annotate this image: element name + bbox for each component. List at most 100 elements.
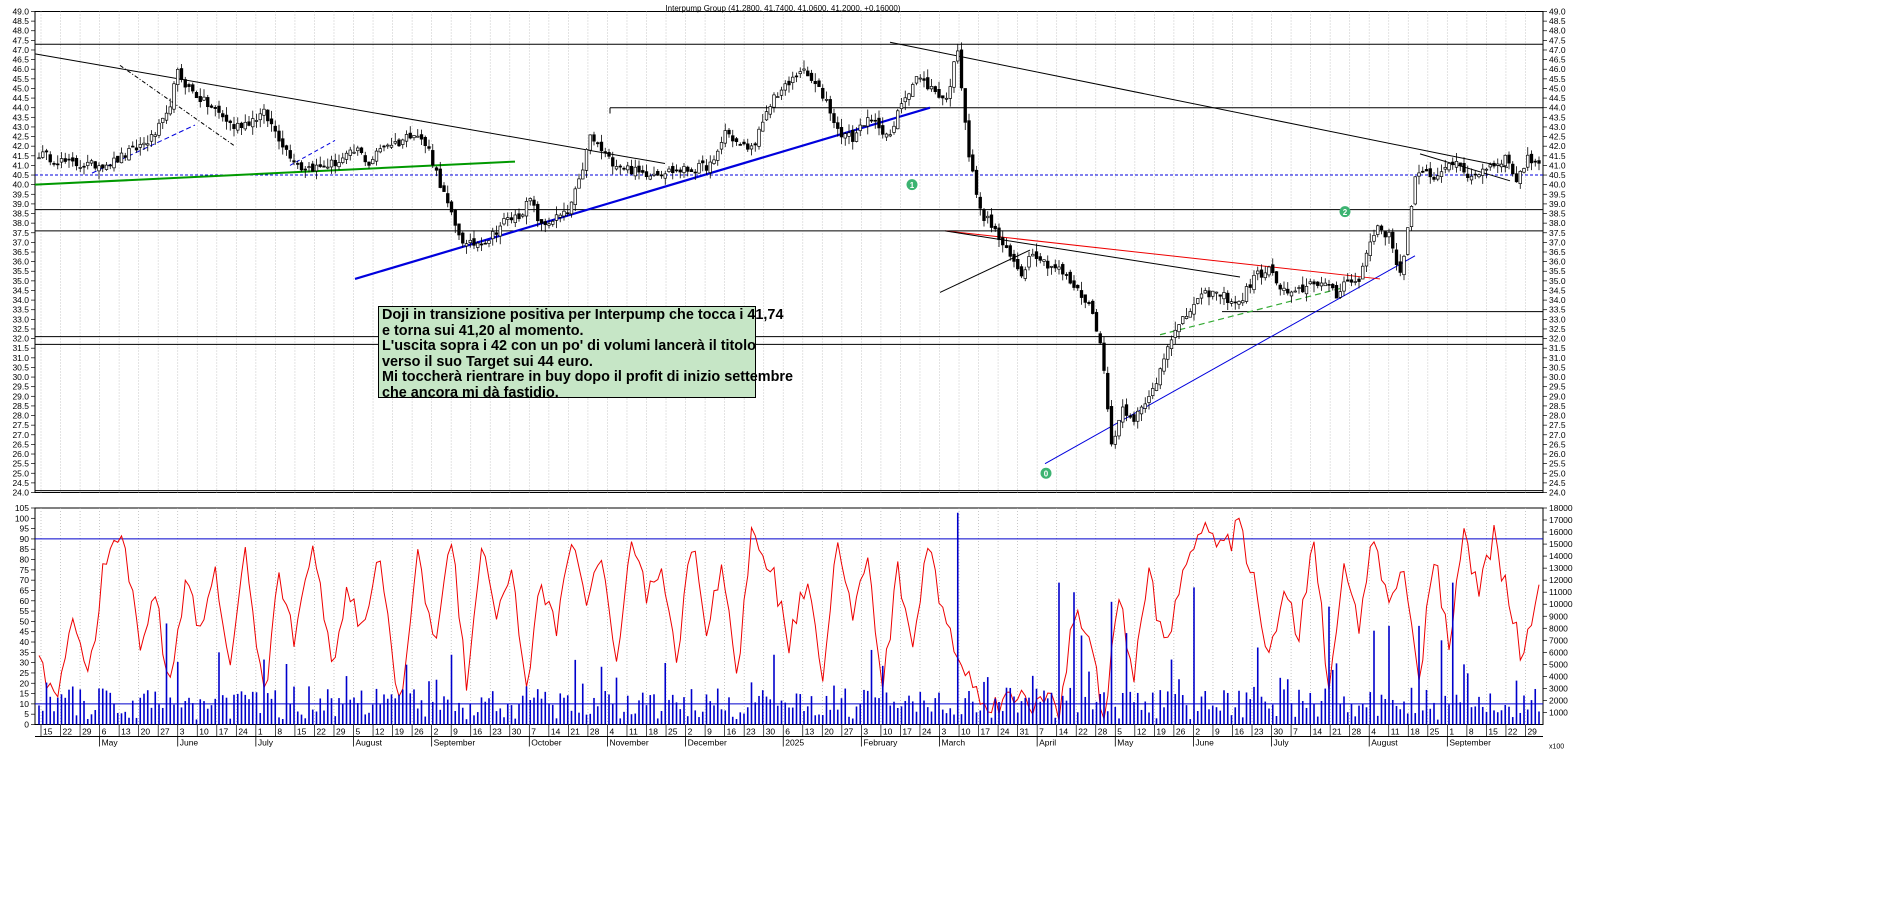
candle-body	[674, 169, 679, 172]
price-y-tick-label: 36.5	[1549, 247, 1566, 257]
candle-body	[794, 75, 799, 78]
candle-body	[1342, 281, 1346, 292]
candle-body	[1008, 245, 1012, 257]
oscillator-y-tick-label: 105	[15, 503, 29, 513]
day-tick-label: 29	[336, 727, 346, 737]
day-tick-label: 2	[688, 727, 693, 737]
candle-body	[952, 61, 956, 88]
volume-y-tick-label: 1000	[1549, 707, 1568, 717]
candle-body	[1293, 290, 1297, 293]
candle-body	[1199, 293, 1204, 299]
price-y-tick-label: 43.5	[1549, 112, 1566, 122]
candle-body	[487, 240, 491, 244]
price-y-tick-label: 39.0	[12, 199, 29, 209]
price-y-tick-label: 40.5	[1549, 170, 1566, 180]
chart-title: Interpump Group (41.2800, 41.7400, 41.06…	[665, 4, 900, 13]
candle-body	[742, 141, 746, 145]
day-tick-label: 28	[1352, 727, 1362, 737]
day-tick-label: 18	[649, 727, 659, 737]
price-y-tick-label: 48.0	[12, 26, 29, 36]
candle-body	[127, 148, 131, 161]
candle-body	[1263, 272, 1267, 279]
price-y-tick-label: 47.0	[12, 45, 29, 55]
price-y-tick-label: 38.5	[1549, 209, 1566, 219]
price-y-tick-label: 40.0	[12, 180, 29, 190]
price-y-tick-label: 38.5	[12, 209, 29, 219]
candle-body	[648, 175, 652, 180]
price-y-tick-label: 33.0	[1549, 314, 1566, 324]
candle-body	[1406, 227, 1410, 255]
candle-body	[1522, 168, 1526, 173]
candle-body	[262, 108, 266, 116]
candle-body	[993, 225, 997, 230]
day-tick-label: 25	[1430, 727, 1440, 737]
candle-body	[1334, 285, 1339, 299]
candle-body	[806, 70, 810, 77]
red-triangle-trendline	[944, 230, 1381, 280]
candle-body	[682, 166, 686, 173]
candle-body	[213, 107, 217, 109]
candle-body	[461, 232, 465, 244]
candle-body	[1117, 419, 1121, 437]
price-y-tick-label: 27.0	[12, 430, 29, 440]
candle-body	[513, 214, 517, 224]
day-tick-label: 19	[395, 727, 405, 737]
candle-body	[67, 158, 71, 161]
candle-body	[378, 148, 382, 153]
candle-body	[232, 124, 236, 129]
candle-body	[866, 117, 870, 127]
volume-scale-label: x100	[1549, 744, 1564, 751]
price-y-tick-label: 48.5	[12, 16, 29, 26]
candle-body	[431, 150, 435, 166]
candle-body	[41, 151, 45, 158]
candle-body	[1417, 172, 1421, 177]
volume-bars	[38, 512, 1540, 725]
candle-body	[419, 134, 424, 140]
month-label: June	[1195, 738, 1214, 748]
price-y-tick-label: 25.0	[12, 468, 29, 478]
candle-body	[299, 162, 304, 171]
note-line-6: che ancora mi dà fastidio.	[382, 384, 559, 401]
candle-body	[389, 144, 394, 148]
price-y-tick-label: 29.0	[12, 391, 29, 401]
candle-body	[1458, 162, 1462, 167]
candle-body	[888, 134, 892, 137]
marker-badge-label: 1	[910, 181, 915, 190]
candle-body	[708, 161, 712, 173]
day-tick-label: 21	[570, 727, 580, 737]
candle-body	[1424, 169, 1429, 172]
candle-body	[843, 133, 847, 139]
month-label: September	[434, 738, 476, 748]
candle-body	[626, 165, 630, 171]
candle-body	[967, 120, 971, 158]
candle-body	[344, 152, 349, 160]
day-tick-label: 25	[668, 727, 678, 737]
candle-body	[562, 210, 566, 217]
candle-body	[44, 150, 49, 153]
candle-body	[1316, 281, 1320, 286]
day-tick-label: 6	[102, 727, 107, 737]
candle-body	[1394, 249, 1399, 265]
marker-badge	[906, 179, 918, 191]
candle-body	[37, 157, 41, 160]
candle-body	[78, 167, 82, 169]
price-y-tick-label: 30.0	[1549, 372, 1566, 382]
candle-body	[873, 119, 877, 122]
candle-body	[1327, 283, 1331, 286]
price-y-tick-label: 26.0	[1549, 449, 1566, 459]
price-y-tick-label: 41.0	[1549, 160, 1566, 170]
candle-body	[1064, 274, 1069, 276]
oscillator-y-tick-label: 45	[20, 627, 30, 637]
candle-body	[476, 242, 480, 248]
price-y-tick-label: 28.0	[12, 411, 29, 421]
day-tick-label: 30	[1274, 727, 1284, 737]
candle-body	[374, 150, 379, 162]
blue-support-trendline	[354, 106, 931, 280]
candle-body	[926, 77, 930, 90]
candle-body	[1346, 279, 1350, 282]
candle-body	[1046, 260, 1050, 269]
oscillator-y-tick-label: 40	[20, 637, 30, 647]
price-y-tick-label: 33.5	[1549, 305, 1566, 315]
candle-body	[104, 164, 109, 170]
